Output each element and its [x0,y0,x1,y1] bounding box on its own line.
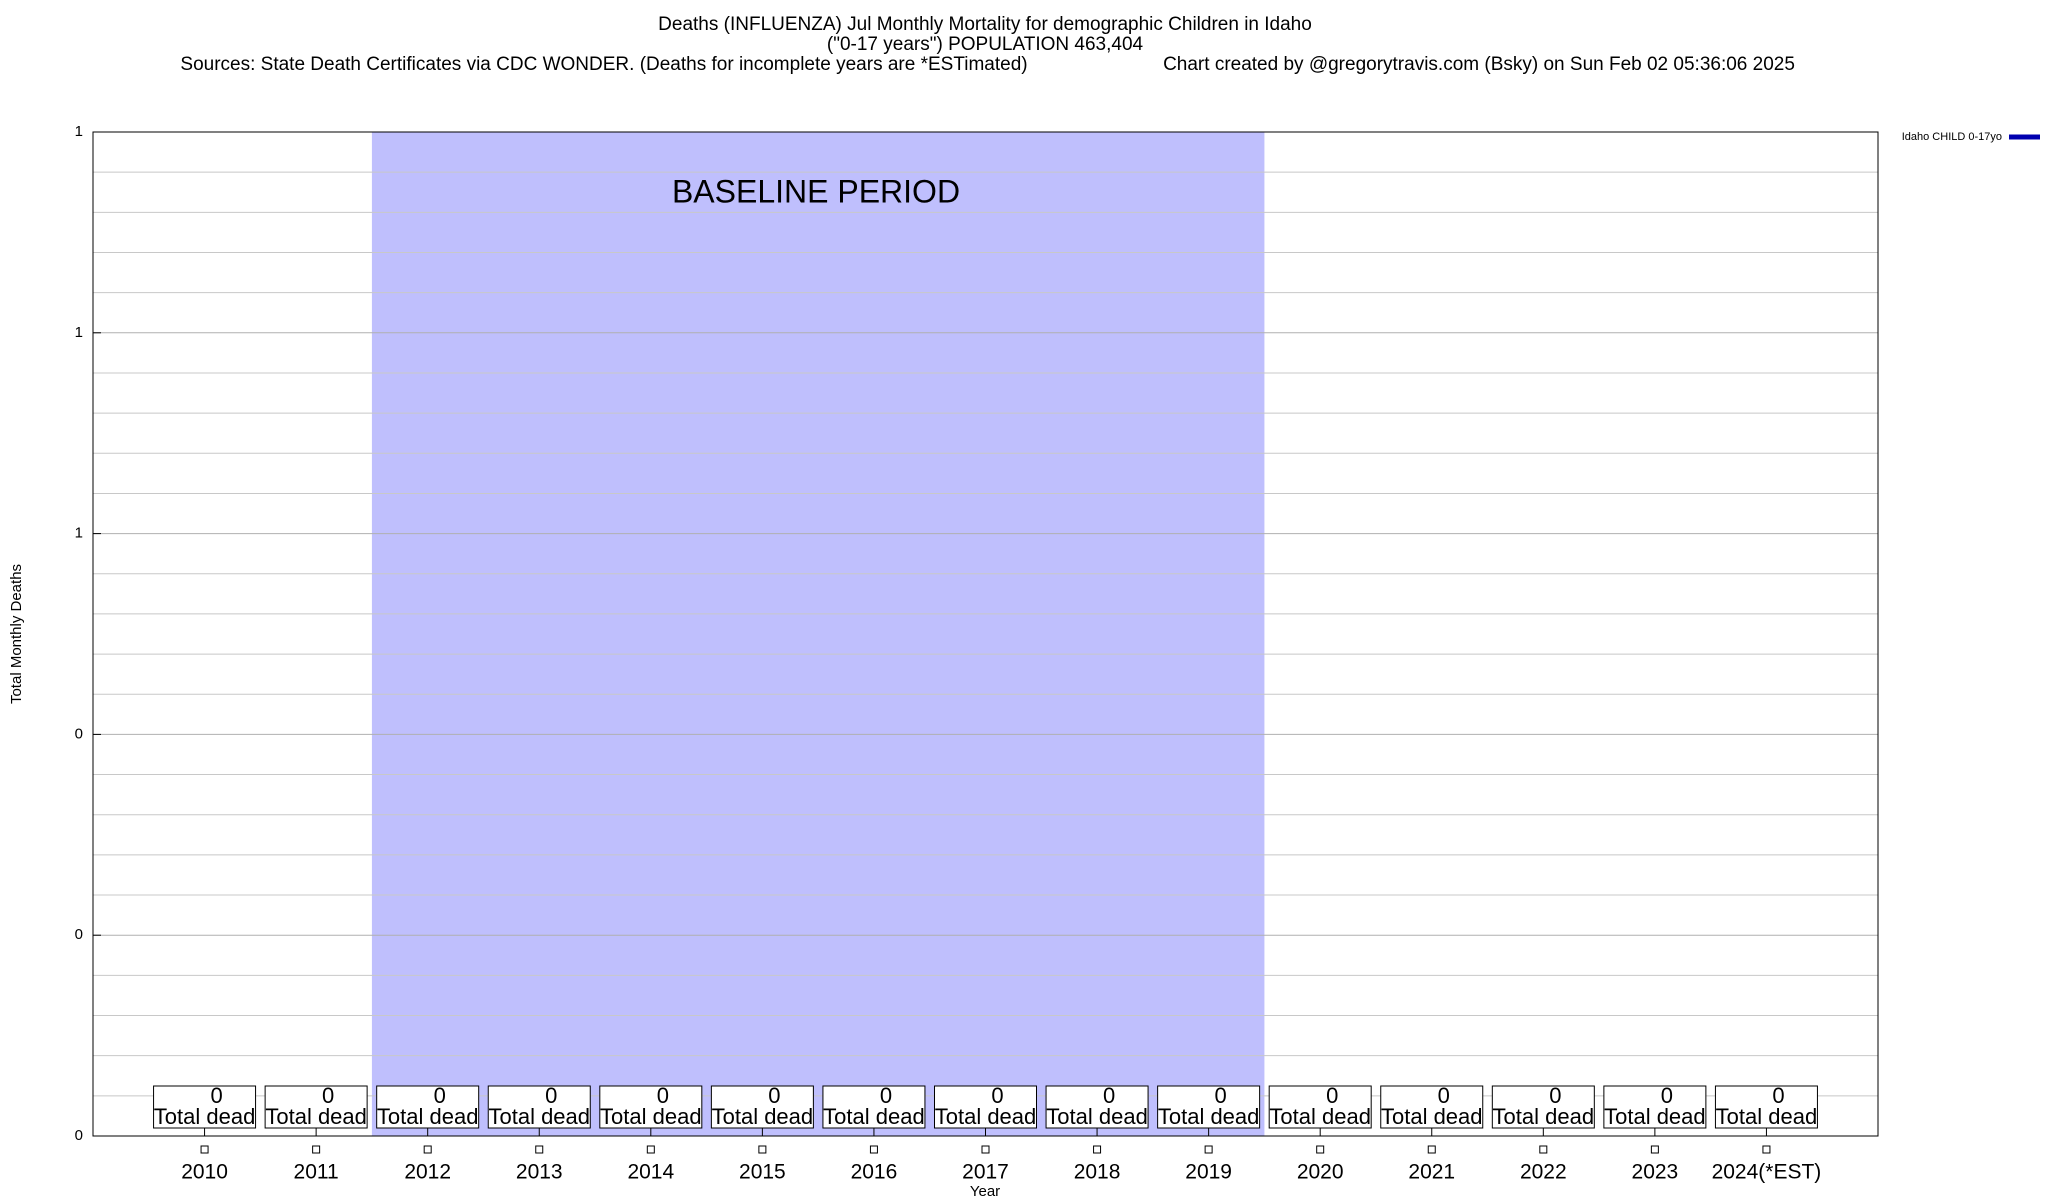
x-tick-label: 2020 [1297,1161,1344,1184]
x-axis-title: Year [970,1183,1000,1200]
data-label: 0 [768,1083,780,1108]
data-label-text: Total dead [377,1104,479,1129]
data-label-text: Total dead [1493,1104,1595,1129]
data-label-text: Total dead [1046,1104,1148,1129]
data-label-text: Total dead [823,1104,925,1129]
marker [1539,1145,1548,1154]
credit-note: Chart created by @gregorytravis.com (Bsk… [1163,54,1795,75]
marker [1204,1145,1213,1154]
data-label: 0 [545,1083,557,1108]
chart-title: Deaths (INFLUENZA) Jul Monthly Mortality… [658,14,1312,35]
data-label: 0 [1661,1083,1673,1108]
y-axis-title: Total Monthly Deaths [8,564,25,704]
data-label: 0 [1103,1083,1115,1108]
data-label: 0 [434,1083,446,1108]
y-tick-label: 1 [75,123,83,140]
data-label-box [1491,1085,1595,1129]
data-label-text: Total dead [488,1104,590,1129]
data-label-box [1268,1085,1372,1129]
data-label: 0 [1215,1083,1227,1108]
x-tick-label: 2021 [1408,1161,1455,1184]
x-tick-label: 2011 [294,1161,339,1184]
data-label-text: Total dead [1604,1104,1706,1129]
data-label-box [487,1085,591,1129]
data-label: 0 [322,1083,334,1108]
marker [1316,1145,1325,1154]
data-label-box [1714,1085,1818,1129]
data-label-text: Total dead [154,1104,256,1129]
y-tick-label: 1 [75,324,83,341]
marker [758,1145,767,1154]
data-label-box [264,1085,368,1129]
data-label-box [153,1085,257,1129]
x-tick-label: 2016 [851,1161,898,1184]
data-label-text: Total dead [712,1104,814,1129]
marker [981,1145,990,1154]
data-label-text: Total dead [1269,1104,1371,1129]
data-label-box [1157,1085,1261,1129]
x-tick-label: 2018 [1074,1161,1121,1184]
data-label-box [934,1085,1037,1129]
data-label-text: Total dead [1381,1104,1483,1129]
y-tick-label: 1 [75,525,83,542]
marker [535,1145,544,1154]
data-label-box [1380,1085,1484,1129]
chart-subtitle: ("0-17 years") POPULATION 463,404 [827,34,1144,55]
data-label-text: Total dead [265,1104,367,1129]
baseline-region [371,132,1265,1136]
data-label-text: Total dead [1716,1104,1818,1129]
data-label-text: Total dead [935,1104,1037,1129]
data-label: 0 [991,1083,1003,1108]
legend-label: Idaho CHILD 0-17yo [1902,131,2002,143]
marker [869,1145,878,1154]
baseline-label: BASELINE PERIOD [672,173,960,209]
y-tick-label: 0 [75,926,83,943]
marker [1093,1145,1102,1154]
data-label: 0 [880,1083,892,1108]
data-label: 0 [1772,1083,1784,1108]
x-tick-label: 2024(*EST) [1712,1161,1822,1184]
x-tick-label: 2015 [739,1161,786,1184]
x-tick-label: 2012 [404,1161,451,1184]
x-tick-label: 2022 [1520,1161,1567,1184]
data-label-box [822,1085,926,1129]
x-tick-label: 2014 [627,1161,674,1184]
source-note: Sources: State Death Certificates via CD… [180,54,1027,75]
data-label-box [376,1085,480,1129]
marker [423,1145,432,1154]
y-tick-label: 0 [75,725,83,742]
x-tick-label: 2023 [1632,1161,1679,1184]
data-label-box [1603,1085,1707,1129]
marker [1762,1145,1771,1154]
x-tick-label: 2019 [1185,1161,1232,1184]
data-label: 0 [657,1083,669,1108]
x-tick-label: 2017 [962,1161,1009,1184]
data-label-box [710,1085,814,1129]
x-tick-label: 2010 [181,1161,228,1184]
marker [312,1145,321,1154]
data-label-box [599,1085,703,1129]
y-tick-label: 0 [75,1127,83,1144]
data-label: 0 [1438,1083,1450,1108]
x-tick-label: 2013 [516,1161,563,1184]
marker [1427,1145,1436,1154]
data-label: 0 [1549,1083,1561,1108]
marker [200,1145,209,1154]
marker [646,1145,655,1154]
data-label-text: Total dead [600,1104,702,1129]
data-label: 0 [1326,1083,1338,1108]
data-label-box [1045,1085,1149,1129]
marker [1650,1145,1659,1154]
data-label-text: Total dead [1158,1104,1260,1129]
data-label: 0 [210,1083,222,1108]
